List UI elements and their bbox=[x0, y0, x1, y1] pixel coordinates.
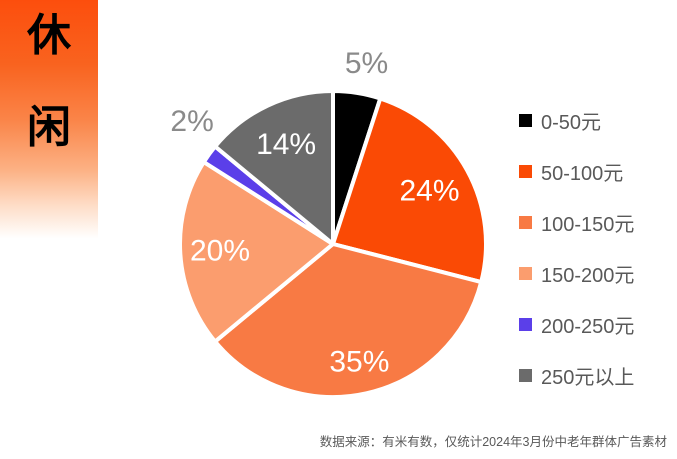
legend-item-100-150元: 100-150元 bbox=[519, 212, 634, 236]
pie-slice-pct-label-250元以上: 14% bbox=[256, 128, 316, 161]
title-char-1: 休 bbox=[27, 11, 71, 60]
pie-slice-pct-label-50-100元: 24% bbox=[399, 174, 459, 207]
legend-item-250元以上: 250元以上 bbox=[519, 365, 634, 389]
legend-label: 50-100元 bbox=[541, 163, 624, 185]
pie-slice-pct-label-0-50元: 5% bbox=[345, 47, 388, 80]
legend-item-0-50元: 0-50元 bbox=[519, 110, 634, 134]
legend-label: 250元以上 bbox=[541, 367, 635, 389]
pie-slice-pct-label-200-250元: 2% bbox=[170, 105, 213, 138]
title-char-2: 闲 bbox=[27, 103, 71, 152]
chart-legend: 0-50元 50-100元 100-150元 150-200元 200-250元 250元… bbox=[519, 110, 634, 389]
legend-swatch-icon bbox=[519, 267, 532, 280]
pie-slice-100-150元 bbox=[213, 242, 484, 399]
pie-slice-pct-label-100-150元: 35% bbox=[329, 346, 389, 379]
legend-swatch-icon bbox=[519, 216, 532, 229]
data-source-note: 数据来源：有米有数，仅统计2024年3月份中老年群体广告素材 bbox=[319, 435, 667, 449]
legend-label: 0-50元 bbox=[541, 112, 602, 134]
legend-swatch-icon bbox=[519, 369, 532, 382]
pie-chart-svg: 5% 24% 35% 20% 2% 14% bbox=[170, 47, 488, 399]
legend-swatch-icon bbox=[519, 318, 532, 331]
legend-label: 150-200元 bbox=[541, 265, 635, 287]
pie-slice-250元以上 bbox=[213, 89, 335, 246]
legend-item-200-250元: 200-250元 bbox=[519, 314, 634, 338]
legend-swatch-icon bbox=[519, 165, 532, 178]
legend-item-150-200元: 150-200元 bbox=[519, 263, 634, 287]
pie-slice-50-100元 bbox=[331, 96, 488, 285]
legend-item-50-100元: 50-100元 bbox=[519, 161, 634, 185]
pie-slice-pct-label-150-200元: 20% bbox=[190, 235, 250, 268]
legend-label: 200-250元 bbox=[541, 316, 635, 338]
legend-label: 100-150元 bbox=[541, 214, 635, 236]
pie-chart: 5% 24% 35% 20% 2% 14% bbox=[150, 42, 520, 417]
legend-swatch-icon bbox=[519, 114, 532, 127]
vertical-title-bar: 休 闲 bbox=[0, 0, 98, 459]
pie-slice-150-200元 bbox=[178, 160, 335, 344]
